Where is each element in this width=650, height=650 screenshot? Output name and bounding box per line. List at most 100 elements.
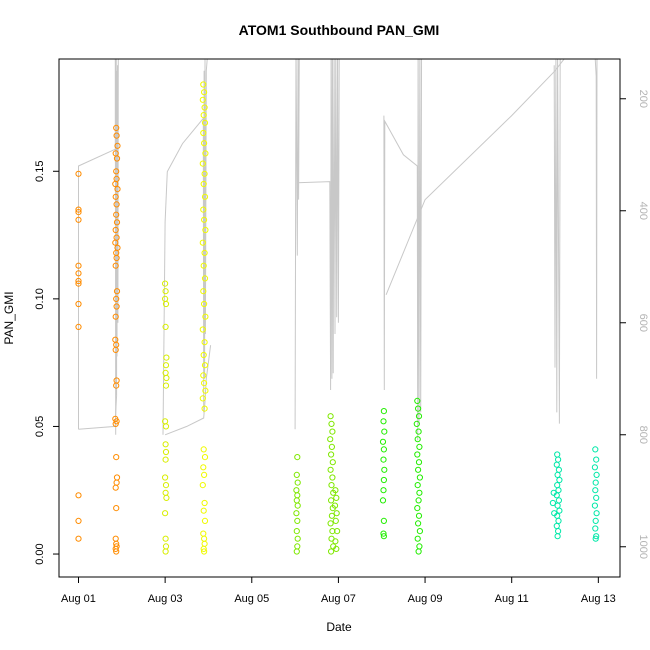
- data-point: [556, 507, 563, 514]
- data-point: [162, 548, 169, 555]
- data-point: [415, 520, 422, 527]
- y-axis: 0.00 0.05 0.10 0.15: [34, 161, 60, 565]
- altitude-line: [553, 59, 561, 424]
- data-point: [200, 507, 207, 514]
- data-point: [414, 436, 421, 443]
- data-point: [112, 180, 119, 188]
- data-point: [201, 170, 208, 177]
- data-point: [75, 270, 82, 277]
- data-point: [380, 408, 387, 415]
- data-point: [113, 254, 120, 262]
- data-point: [201, 140, 208, 147]
- data-point: [332, 517, 339, 525]
- data-point: [112, 239, 119, 246]
- data-point: [379, 438, 387, 445]
- data-point: [113, 219, 121, 226]
- data-point: [414, 535, 421, 542]
- y-axis-label: PAN_GMI: [2, 291, 16, 344]
- data-point: [415, 497, 422, 504]
- data-point: [591, 464, 599, 471]
- data-point: [294, 479, 301, 486]
- data-point: [162, 510, 169, 517]
- data-point: [162, 448, 170, 456]
- series-4: [379, 397, 423, 555]
- data-point: [380, 533, 387, 540]
- series-3: [293, 413, 341, 555]
- data-point: [200, 112, 207, 119]
- data-point: [379, 497, 387, 504]
- data-point: [202, 313, 209, 320]
- data-point: [113, 201, 120, 208]
- data-point: [328, 548, 335, 555]
- right-tick-label: 800: [637, 426, 649, 444]
- data-point: [200, 351, 207, 359]
- data-point: [332, 538, 339, 545]
- data-point: [593, 533, 600, 540]
- data-point: [200, 446, 207, 453]
- x-tick-label: Aug 01: [61, 593, 96, 605]
- data-point: [201, 380, 208, 387]
- data-point: [200, 206, 207, 213]
- series-5: [549, 446, 600, 542]
- y-tick-label: 0.05: [34, 416, 46, 437]
- data-point: [592, 446, 599, 453]
- data-point: [75, 323, 82, 330]
- data-point: [162, 300, 170, 308]
- data-point: [75, 216, 82, 223]
- data-point: [163, 374, 170, 382]
- data-point: [415, 512, 423, 519]
- right-tick-label: 600: [637, 314, 649, 332]
- data-point: [414, 397, 421, 404]
- data-point: [415, 459, 423, 466]
- data-point: [113, 505, 120, 512]
- data-point: [327, 413, 334, 420]
- data-point: [75, 170, 82, 177]
- data-point: [414, 505, 421, 512]
- data-point: [162, 423, 170, 430]
- data-point: [415, 466, 422, 473]
- data-point: [380, 517, 387, 525]
- data-point: [592, 517, 599, 525]
- data-point: [113, 454, 120, 461]
- data-point: [294, 517, 301, 525]
- data-point: [162, 323, 169, 330]
- data-point: [200, 545, 207, 553]
- data-point: [332, 487, 339, 494]
- data-point: [380, 446, 387, 453]
- data-point: [592, 525, 599, 532]
- data-point: [414, 482, 421, 489]
- data-point: [113, 548, 120, 555]
- scatter-points: [75, 81, 600, 555]
- data-point: [293, 548, 300, 555]
- data-point: [112, 420, 119, 427]
- x-tick-label: Aug 11: [495, 593, 529, 605]
- data-point: [113, 168, 120, 175]
- data-point: [327, 466, 334, 473]
- data-point: [293, 528, 300, 535]
- data-point: [328, 420, 335, 427]
- data-point: [553, 461, 560, 468]
- data-point: [201, 104, 208, 111]
- data-point: [328, 443, 335, 450]
- data-point: [331, 502, 339, 509]
- data-point: [201, 339, 208, 346]
- series-0: [75, 124, 121, 555]
- data-point: [75, 300, 82, 308]
- data-point: [113, 288, 121, 295]
- data-point: [202, 387, 209, 394]
- data-point: [201, 362, 209, 369]
- data-point: [416, 443, 423, 450]
- data-point: [294, 502, 301, 509]
- series-2: [199, 81, 209, 555]
- data-point: [162, 280, 169, 287]
- data-point: [200, 262, 207, 269]
- data-point: [414, 451, 421, 458]
- data-point: [380, 418, 387, 425]
- data-point: [75, 280, 82, 287]
- data-point: [75, 492, 82, 499]
- data-point: [293, 471, 300, 478]
- x-tick-label: Aug 03: [148, 593, 183, 605]
- data-point: [199, 160, 206, 167]
- altitude-line: [385, 59, 598, 379]
